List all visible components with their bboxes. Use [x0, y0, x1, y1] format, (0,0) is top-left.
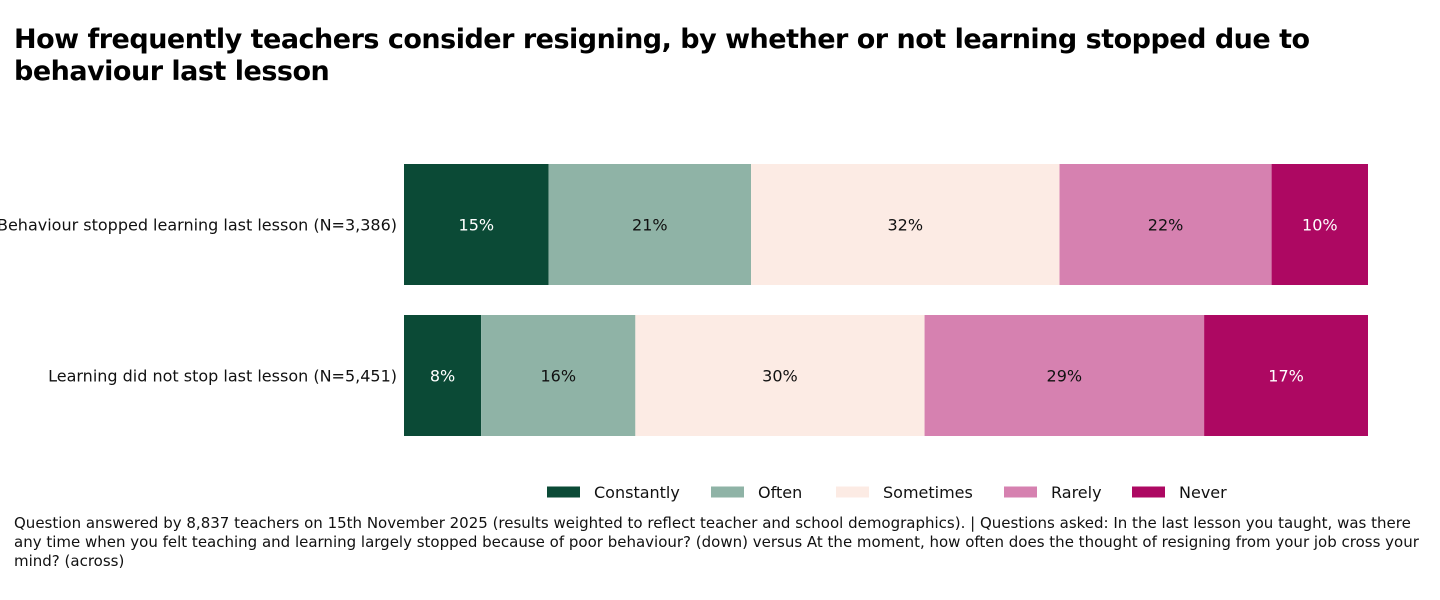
data-label-often-row-2: 16%: [540, 367, 576, 386]
chart-title: How frequently teachers consider resigni…: [14, 24, 1310, 87]
data-label-sometimes-row-1: 32%: [887, 216, 923, 235]
bar-segment-never-row-1: [1271, 164, 1368, 285]
legend-label-sometimes: Sometimes: [883, 483, 973, 502]
legend-label-never: Never: [1179, 483, 1227, 502]
legend-swatch-sometimes: [836, 486, 869, 498]
bar-segment-sometimes-row-1: [751, 164, 1060, 285]
bar-segment-rarely-row-2: [924, 315, 1205, 436]
data-label-never-row-1: 10%: [1302, 216, 1338, 235]
bar-segment-constantly-row-1: [404, 164, 549, 285]
category-label-2: Learning did not stop last lesson (N=5,4…: [48, 367, 397, 386]
bar-segment-often-row-2: [481, 315, 636, 436]
data-label-never-row-2: 17%: [1268, 367, 1304, 386]
category-labels-group: Behaviour stopped learning last lesson (…: [0, 216, 397, 386]
legend-swatch-often: [711, 486, 744, 498]
data-label-constantly-row-1: 15%: [459, 216, 495, 235]
legend-swatch-never: [1132, 486, 1165, 498]
legend-label-constantly: Constantly: [594, 483, 680, 502]
data-label-constantly-row-2: 8%: [430, 367, 455, 386]
bars-group: 15% 21% 32% 22% 10% 8% 16% 30% 29% 17%: [404, 164, 1368, 436]
data-label-rarely-row-2: 29%: [1047, 367, 1083, 386]
data-label-rarely-row-1: 22%: [1148, 216, 1184, 235]
data-label-often-row-1: 21%: [632, 216, 668, 235]
bar-segment-constantly-row-2: [404, 315, 482, 436]
footnote: Question answered by 8,837 teachers on 1…: [14, 514, 1419, 570]
category-label-1: Behaviour stopped learning last lesson (…: [0, 216, 397, 235]
bar-segment-rarely-row-1: [1059, 164, 1272, 285]
legend-label-often: Often: [758, 483, 802, 502]
bar-segment-never-row-2: [1204, 315, 1368, 436]
legend-label-rarely: Rarely: [1051, 483, 1102, 502]
data-label-sometimes-row-2: 30%: [762, 367, 798, 386]
legend-swatch-rarely: [1004, 486, 1037, 498]
bar-segment-often-row-1: [548, 164, 752, 285]
legend-swatch-constantly: [547, 486, 580, 498]
legend: Constantly Often Sometimes Rarely Never: [547, 483, 1227, 502]
bar-segment-sometimes-row-2: [635, 315, 925, 436]
